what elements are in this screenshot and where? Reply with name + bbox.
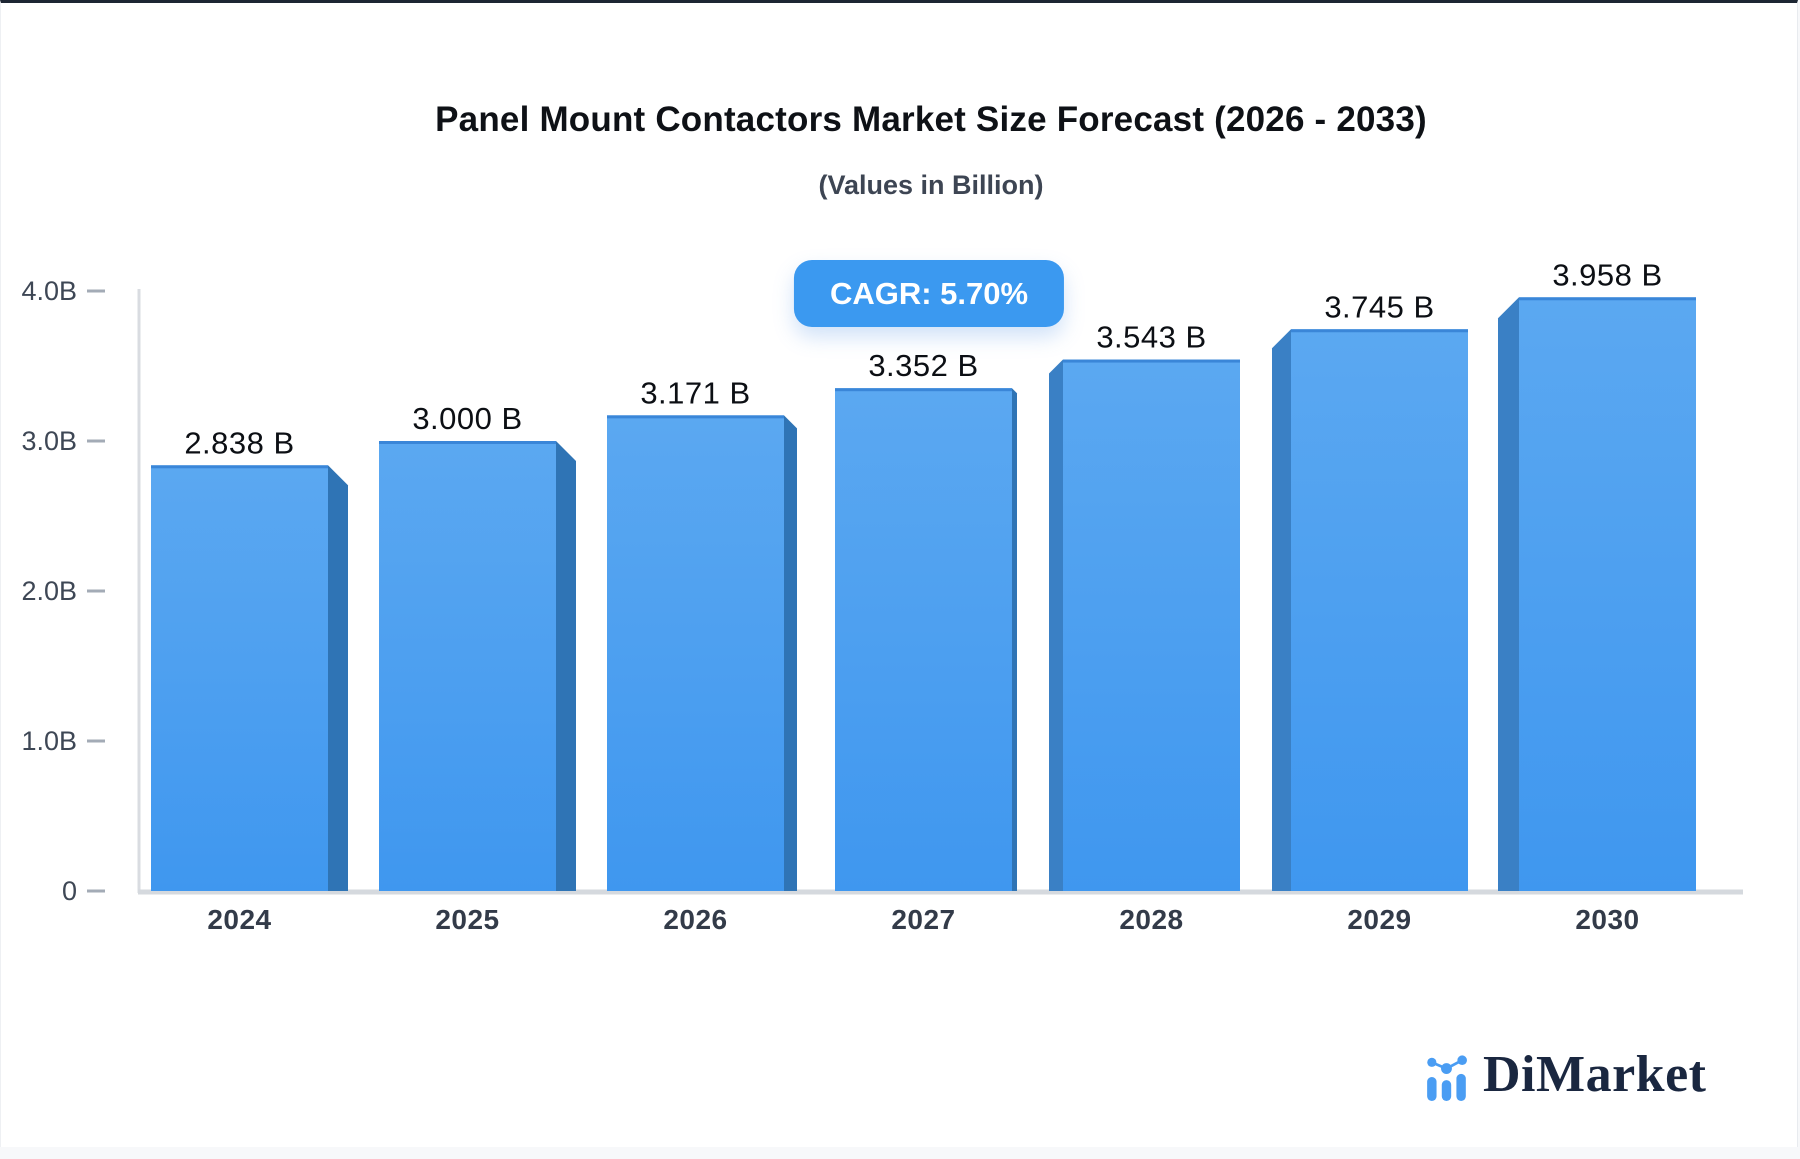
bar-value-label: 3.000 B <box>412 401 522 436</box>
y-tick-label: 0 <box>62 876 77 906</box>
bar-series <box>151 297 1696 891</box>
x-axis-label: 2024 <box>207 904 271 935</box>
axis-labels: 0 1.0B 2.0B 3.0B 4.0B 2.838 B 2024 3.000 B 2025 3… <box>21 257 1662 935</box>
bar-top-edge <box>835 388 1012 392</box>
chart-subtitle: (Values in Billion) <box>818 170 1044 200</box>
x-axis-label: 2025 <box>435 904 499 935</box>
brand-name: DiMarket <box>1483 1046 1707 1103</box>
bar-side-face <box>1272 329 1291 891</box>
x-axis-label: 2029 <box>1347 904 1411 935</box>
bar-face <box>835 388 1012 891</box>
axes <box>87 289 1743 895</box>
bar-top-edge <box>1519 297 1696 301</box>
bar-2030 <box>1498 297 1696 891</box>
y-tick-label: 4.0B <box>21 276 77 306</box>
bar-chart-logo-icon <box>1427 1055 1467 1101</box>
bar-2028 <box>1049 359 1240 891</box>
bar-face <box>1291 329 1468 891</box>
bar-side-face <box>328 465 348 891</box>
bar-value-label: 3.543 B <box>1096 320 1206 355</box>
bar-value-label: 3.171 B <box>640 375 750 410</box>
x-axis-label: 2027 <box>891 904 955 935</box>
bar-value-label: 2.838 B <box>184 425 294 460</box>
bar-2029 <box>1272 329 1468 891</box>
brand-logo: DiMarket <box>1424 1043 1706 1101</box>
cagr-badge: CAGR: 5.70% <box>793 260 1065 327</box>
bar-top-edge <box>1291 329 1468 333</box>
bar-chart-plot: 0 1.0B 2.0B 3.0B 4.0B 2.838 B 2024 3.000 B 2025 3… <box>21 257 1743 935</box>
bar-2024 <box>151 465 348 891</box>
bar-value-label: 3.352 B <box>868 348 978 383</box>
bar-side-face <box>556 441 576 891</box>
y-tick-label: 1.0B <box>21 726 77 756</box>
y-tick-label: 3.0B <box>21 426 77 456</box>
bar-face <box>151 465 328 891</box>
bar-face <box>1519 297 1696 891</box>
bar-2025 <box>379 441 576 891</box>
bar-face <box>379 441 556 891</box>
bar-value-label: 3.958 B <box>1552 257 1662 292</box>
bar-2026 <box>607 415 797 891</box>
bar-side-face <box>1498 297 1519 891</box>
bar-top-edge <box>1063 359 1240 363</box>
x-axis-label: 2028 <box>1119 904 1183 935</box>
bar-value-label: 3.745 B <box>1324 289 1434 324</box>
x-axis-label: 2026 <box>663 904 727 935</box>
bar-top-edge <box>379 441 556 444</box>
bar-top-edge <box>151 465 328 469</box>
y-tick-label: 2.0B <box>21 576 77 606</box>
bar-side-face <box>1049 359 1063 891</box>
bar-face <box>607 415 784 891</box>
bar-face <box>1063 359 1240 891</box>
x-axis-label: 2030 <box>1575 904 1639 935</box>
bar-side-face <box>784 415 797 891</box>
bar-top-edge <box>607 415 784 419</box>
bar-2027 <box>835 388 1017 891</box>
bar-side-face <box>1012 388 1017 891</box>
chart-title: Panel Mount Contactors Market Size Forec… <box>435 100 1427 139</box>
